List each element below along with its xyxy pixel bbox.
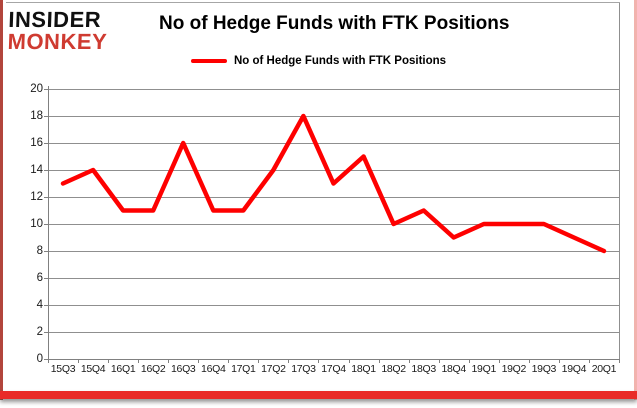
x-axis-tick-label: 16Q2	[140, 363, 166, 375]
x-axis-tick-label: 17Q4	[321, 363, 346, 375]
x-axis-tick-label: 19Q2	[501, 363, 527, 375]
x-axis-tick-label: 19Q1	[471, 363, 497, 375]
y-axis-tick-label: 20	[30, 83, 43, 95]
y-axis-tick-label: 8	[36, 245, 43, 257]
chart-legend: No of Hedge Funds with FTK Positions	[0, 55, 637, 67]
x-axis-tick-label: 17Q3	[291, 363, 316, 375]
x-axis-tick-label: 18Q1	[351, 363, 376, 375]
x-axis-tick-label: 19Q4	[561, 363, 587, 375]
x-axis-tick-label: 18Q2	[381, 363, 406, 375]
y-axis-tick-label: 4	[36, 299, 43, 311]
x-axis-tick-label: 16Q4	[201, 363, 226, 375]
frame-left-border	[0, 0, 3, 400]
x-axis-tick-label: 15Q3	[50, 363, 76, 375]
x-axis-tick-label: 20Q1	[591, 363, 617, 375]
ftk-series-line	[60, 113, 607, 254]
legend-label: No of Hedge Funds with FTK Positions	[233, 55, 447, 67]
y-axis-tick-label: 18	[30, 110, 43, 122]
y-axis-tick-label: 0	[36, 353, 43, 365]
y-axis-tick-label: 12	[30, 191, 43, 203]
y-axis-tick-label: 14	[30, 164, 43, 176]
x-axis-tick-label: 17Q1	[231, 363, 256, 375]
y-axis-tick-label: 16	[30, 137, 43, 149]
x-axis-tick-label: 18Q3	[411, 363, 436, 375]
brand-bottom-bar	[0, 391, 637, 399]
x-axis-tick-label: 16Q3	[170, 363, 196, 375]
x-axis-tick-label: 19Q3	[531, 363, 557, 375]
frame-right-border	[634, 0, 637, 400]
y-axis-tick-label: 10	[30, 218, 43, 230]
x-axis-tick-label: 15Q4	[80, 363, 106, 375]
x-axis-tick-label: 17Q2	[261, 363, 286, 375]
x-axis-tick-label: 16Q1	[110, 363, 136, 375]
x-axis-tick-label: 18Q4	[441, 363, 466, 375]
legend-line-swatch	[190, 59, 227, 63]
chart-frame-top-line	[6, 2, 620, 3]
y-axis-tick-label: 6	[36, 272, 43, 284]
page-title: No of Hedge Funds with FTK Positions	[159, 13, 510, 34]
y-axis-tick-label: 2	[36, 326, 43, 338]
